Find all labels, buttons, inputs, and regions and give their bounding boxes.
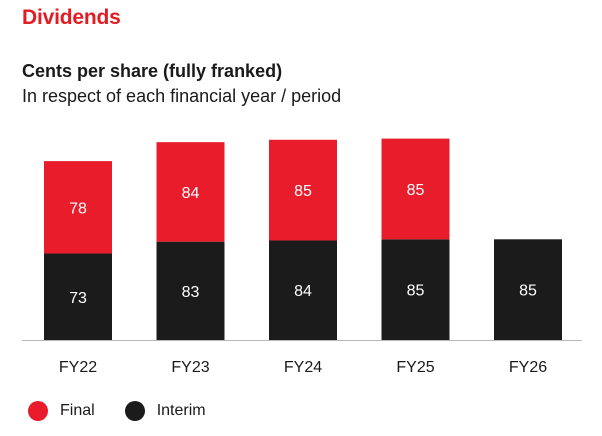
bar-interim-fy26 [494, 239, 562, 340]
bar-label-interim-fy23: 83 [182, 284, 200, 301]
bar-label-interim-fy24: 84 [294, 283, 312, 300]
legend-swatch-interim [124, 401, 145, 421]
chart-subtitle: Cents per share (fully franked) [22, 61, 283, 81]
bar-interim-fy23 [156, 241, 225, 340]
bar-label-interim-fy26: 85 [519, 283, 537, 300]
legend-item-interim: Interim [124, 401, 206, 421]
chart-legend: Final Interim [28, 401, 236, 421]
x-tick-label-fy22: FY22 [59, 359, 97, 376]
bar-label-final-fy23: 84 [182, 185, 200, 202]
bar-interim-fy24 [269, 240, 337, 340]
bar-label-final-fy24: 85 [294, 183, 312, 200]
bar-interim-fy25 [381, 239, 450, 340]
bar-label-final-fy25: 85 [407, 182, 425, 199]
bar-label-final-fy22: 78 [69, 200, 87, 217]
bar-final-fy25 [381, 138, 450, 240]
chart-title: Dividends [22, 6, 121, 29]
x-tick-label-fy24: FY24 [284, 359, 322, 376]
bar-label-interim-fy25: 85 [407, 283, 425, 300]
legend-label-interim: Interim [156, 402, 206, 419]
bar-interim-fy22 [44, 253, 112, 340]
chart-subtitle-secondary: In respect of each financial year / peri… [22, 86, 342, 106]
bar-final-fy22 [44, 161, 112, 254]
legend-swatch-final [28, 401, 48, 421]
bar-label-interim-fy22: 73 [69, 290, 87, 307]
x-tick-label-fy23: FY23 [171, 359, 209, 376]
bar-final-fy23 [156, 142, 225, 242]
legend-label-final: Final [60, 402, 95, 419]
x-tick-label-fy25: FY25 [396, 359, 434, 376]
bar-final-fy24 [269, 139, 337, 241]
x-tick-label-fy26: FY26 [509, 359, 547, 376]
legend-item-final: Final [28, 401, 95, 421]
